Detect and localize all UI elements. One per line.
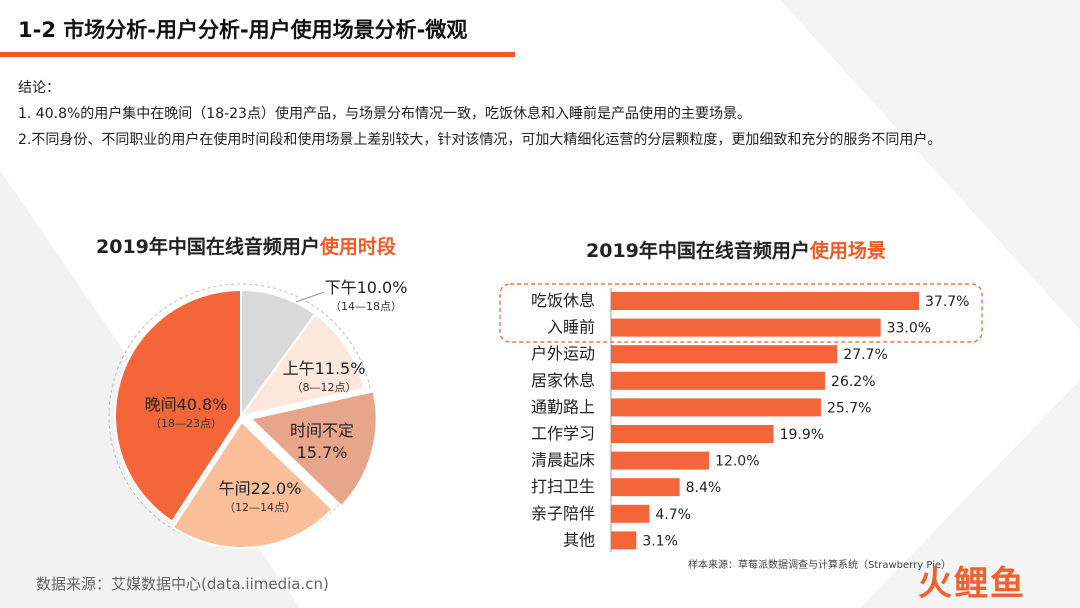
- title-underline: [0, 52, 515, 57]
- bar: [611, 504, 650, 523]
- bar-value-label: 37.7%: [925, 294, 969, 310]
- bar: [611, 478, 680, 497]
- pie-slice-label: 晚间40.8%: [145, 395, 228, 414]
- bar-value-label: 26.2%: [831, 374, 875, 390]
- bar-value-label: 19.9%: [780, 427, 824, 443]
- pie-slice-sublabel: （8—12点）: [292, 381, 357, 394]
- bar-category-label: 入睡前: [547, 318, 595, 337]
- pie-slice-label: 上午11.5%: [283, 359, 366, 378]
- brand-logo: 火鲤鱼: [918, 564, 1026, 604]
- bar-category-label: 其他: [563, 530, 595, 549]
- pie-slice: [240, 288, 317, 420]
- bar-value-label: 25.7%: [827, 400, 871, 416]
- bar-category-label: 打扫卫生: [531, 477, 595, 496]
- bar: [611, 531, 637, 550]
- bar-value-label: 33.0%: [887, 321, 931, 337]
- bar-value-label: 27.7%: [843, 347, 887, 363]
- pie-slice-sublabel: （14—18点）: [330, 300, 402, 313]
- conclusion-line-1: 1. 40.8%的用户集中在晚间（18-23点）使用产品，与场景分布情况一致，吃…: [18, 106, 751, 122]
- pie-slice: [114, 288, 242, 523]
- bar-value-label: 3.1%: [642, 533, 678, 549]
- pie-chart-title: 2019年中国在线音频用户使用时段: [96, 232, 396, 259]
- pie-slice: [248, 390, 378, 508]
- pie-slice: [171, 420, 334, 549]
- bar: [611, 425, 774, 443]
- bar: [611, 371, 826, 390]
- bar-value-label: 8.4%: [686, 480, 722, 496]
- bar-category-label: 居家休息: [531, 371, 595, 390]
- data-source-note: 数据来源：艾媒数据中心(data.iimedia.cn): [36, 575, 329, 593]
- title-bar: 1-2 市场分析-用户分析-用户使用场景分析-微观: [0, 0, 515, 57]
- bar-chart-title: 2019年中国在线音频用户使用场景: [586, 236, 886, 263]
- bar-value-label: 4.7%: [655, 507, 691, 523]
- pie-slice: [238, 312, 366, 418]
- conclusion-block: 结论： 1. 40.8%的用户集中在晚间（18-23点）使用产品，与场景分布情况…: [18, 75, 941, 153]
- pie-slice-label: 时间不定: [290, 421, 354, 440]
- conclusion-heading: 结论：: [18, 80, 60, 96]
- page-title: 1-2 市场分析-用户分析-用户使用场景分析-微观: [18, 18, 468, 42]
- bar-category-label: 工作学习: [531, 424, 595, 443]
- pie-slice-sublabel: （12—14点）: [224, 501, 296, 514]
- bar-category-label: 亲子陪伴: [531, 504, 595, 523]
- pie-leader-line: [295, 291, 325, 303]
- pie-slice-label: 午间22.0%: [219, 479, 302, 498]
- pie-slice-value: 15.7%: [297, 443, 348, 462]
- bar: [611, 292, 919, 310]
- pie-slice-label: 下午10.0%: [325, 278, 408, 297]
- bar-category-label: 清晨起床: [531, 451, 595, 470]
- bar-title-prefix: 2019年中国在线音频用户: [586, 240, 810, 262]
- bar-category-label: 户外运动: [531, 344, 595, 363]
- bar-title-highlight: 使用场景: [809, 240, 886, 262]
- sample-source-note: 样本来源：草莓派数据调查与计算系统（Strawberry Pie）: [688, 560, 952, 571]
- pie-title-prefix: 2019年中国在线音频用户: [96, 236, 320, 258]
- pie-title-highlight: 使用时段: [319, 236, 396, 258]
- pie-slice-sublabel: （18—23点）: [150, 417, 222, 430]
- bar: [611, 451, 710, 470]
- bar-category-label: 通勤路上: [531, 397, 595, 416]
- bar: [611, 345, 838, 364]
- bar-value-label: 12.0%: [715, 454, 759, 470]
- highlight-box: [499, 283, 983, 343]
- conclusion-line-2: 2.不同身份、不同职业的用户在使用时间段和使用场景上差别较大，针对该情况，可加大…: [18, 132, 942, 148]
- bar: [611, 318, 881, 337]
- bar: [611, 398, 821, 417]
- bar-category-label: 吃饭休息: [531, 291, 595, 310]
